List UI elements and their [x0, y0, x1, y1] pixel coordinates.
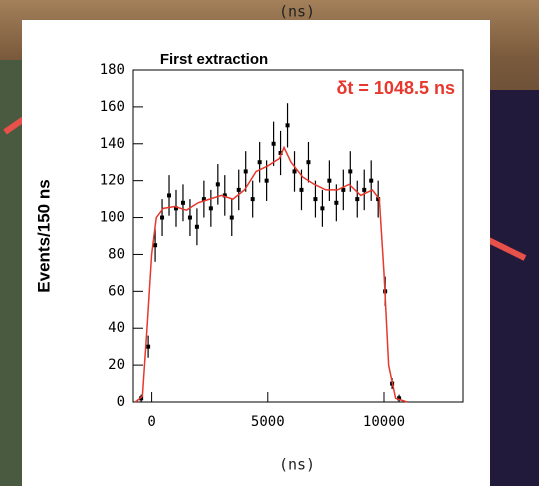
data-point — [180, 200, 185, 205]
y-tick-label: 180 — [100, 62, 125, 78]
y-tick-label: 120 — [100, 173, 125, 189]
data-point — [187, 215, 192, 220]
background-photo — [490, 90, 539, 486]
data-point — [167, 193, 172, 198]
data-point — [160, 215, 165, 220]
annotation: δt = 1048.5 ns — [337, 78, 456, 98]
data-point — [320, 206, 325, 211]
y-axis-label: Events/150 ns — [34, 179, 53, 292]
data-point — [334, 200, 339, 205]
data-point — [153, 243, 158, 248]
x-axis-label: (ns) — [279, 456, 315, 474]
x-tick-label: 0 — [147, 414, 155, 430]
y-tick-label: 60 — [108, 283, 125, 299]
data-point — [376, 197, 381, 202]
data-point — [173, 206, 178, 211]
data-point — [355, 197, 360, 202]
data-point — [362, 187, 367, 192]
data-point — [257, 160, 262, 165]
data-point — [285, 123, 290, 128]
data-point — [327, 178, 332, 183]
data-point — [201, 197, 206, 202]
data-point — [194, 224, 199, 229]
data-point — [271, 141, 276, 146]
data-point — [348, 169, 353, 174]
top-label: (ns) — [279, 3, 315, 21]
y-tick-label: 160 — [100, 99, 125, 115]
background-photo — [0, 60, 22, 486]
data-point — [229, 215, 234, 220]
chart-panel — [22, 20, 490, 486]
data-point — [215, 182, 220, 187]
y-tick-label: 80 — [108, 246, 125, 262]
data-point — [250, 197, 255, 202]
data-point — [292, 169, 297, 174]
data-point — [341, 187, 346, 192]
data-point — [208, 206, 213, 211]
data-point — [264, 178, 269, 183]
data-point — [146, 344, 151, 349]
fit-curve — [134, 145, 408, 403]
data-point — [306, 160, 311, 165]
y-tick-label: 20 — [108, 357, 125, 373]
data-point — [278, 151, 283, 155]
y-tick-label: 100 — [100, 210, 125, 226]
y-tick-label: 40 — [108, 320, 125, 336]
chart-title: First extraction — [160, 51, 268, 68]
data-point — [313, 197, 318, 202]
y-tick-label: 0 — [117, 394, 125, 410]
x-tick-label: 5000 — [251, 414, 285, 430]
data-point — [369, 178, 374, 183]
data-point — [397, 396, 402, 401]
y-tick-label: 140 — [100, 136, 125, 152]
data-point — [236, 187, 241, 192]
data-point — [243, 169, 248, 174]
data-point — [222, 193, 227, 198]
data-point — [299, 187, 304, 192]
x-tick-label: 10000 — [363, 414, 405, 430]
plot-frame — [132, 69, 464, 403]
